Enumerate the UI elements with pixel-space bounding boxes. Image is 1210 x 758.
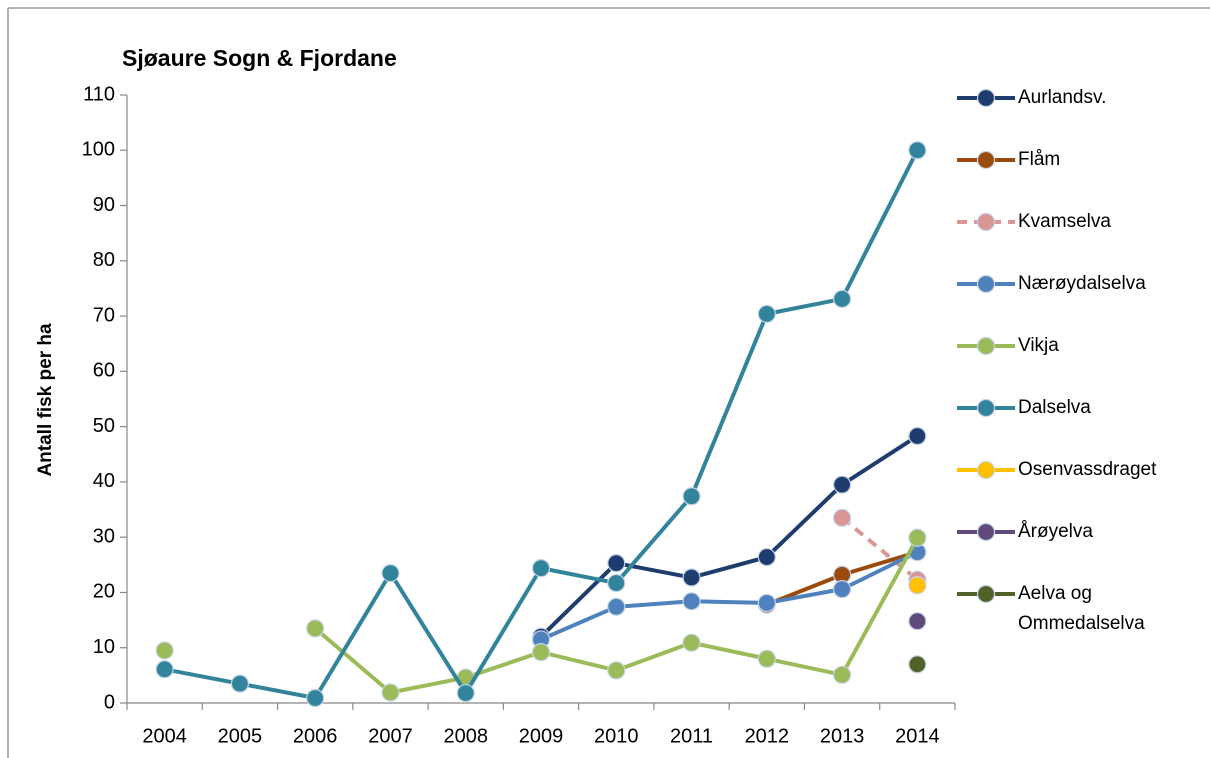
y-tick-label: 0 — [104, 691, 115, 713]
data-point — [230, 674, 250, 693]
data-point — [908, 528, 927, 547]
y-tick-label: 30 — [93, 525, 115, 547]
x-tick-label: 2010 — [594, 725, 639, 747]
legend-label: Osenvassdraget — [1018, 459, 1157, 480]
data-point — [832, 665, 852, 684]
legend-marker — [976, 336, 996, 356]
data-point — [908, 576, 927, 595]
x-tick-label: 2014 — [895, 725, 940, 747]
legend-marker — [976, 522, 996, 542]
y-tick-label: 90 — [93, 194, 115, 216]
chart-title: Sjøaure Sogn & Fjordane — [122, 45, 397, 71]
y-tick-label: 80 — [93, 249, 115, 271]
series-line — [164, 149, 920, 701]
data-point — [757, 649, 776, 668]
y-tick-label: 20 — [93, 581, 115, 603]
legend-label: Flåm — [1018, 149, 1061, 170]
legend-label: Aelva og Ommedalselva — [1018, 583, 1145, 634]
data-point — [832, 580, 852, 599]
y-tick-label: 60 — [93, 360, 115, 382]
data-point — [832, 289, 852, 309]
data-point — [908, 612, 927, 631]
data-point — [682, 633, 701, 652]
legend-label: Årøyelva — [1018, 521, 1093, 542]
x-tick-label: 2004 — [142, 725, 187, 747]
data-point — [456, 683, 475, 703]
legend-marker — [976, 212, 996, 232]
data-point — [607, 554, 626, 573]
legend-marker — [976, 274, 996, 294]
data-point — [531, 559, 551, 578]
legend-marker — [976, 460, 996, 480]
y-tick-label: 40 — [93, 470, 115, 492]
data-point — [155, 641, 174, 660]
data-point — [381, 564, 400, 583]
x-tick-label: 2011 — [670, 725, 713, 747]
legend-label: Nærøydalselva — [1018, 273, 1146, 294]
data-point — [832, 475, 852, 494]
data-point — [757, 593, 776, 613]
y-tick-label: 70 — [93, 304, 115, 326]
data-point — [682, 487, 701, 506]
legend-label: Kvamselva — [1018, 211, 1111, 232]
data-point — [908, 426, 927, 446]
x-tick-label: 2006 — [293, 725, 338, 747]
x-tick-label: 2012 — [745, 725, 790, 747]
legend-label: Dalselva — [1018, 397, 1091, 418]
y-tick-label: 10 — [93, 636, 115, 658]
legend-marker — [976, 88, 996, 108]
data-point — [682, 568, 701, 587]
y-tick-label: 100 — [82, 139, 115, 161]
data-point — [908, 141, 927, 160]
legend-marker — [976, 398, 996, 418]
data-point — [682, 592, 701, 611]
x-tick-label: 2009 — [519, 725, 564, 747]
x-tick-label: 2005 — [218, 725, 263, 747]
y-tick-label: 50 — [93, 415, 115, 437]
y-axis-label: Antall fisk per ha — [35, 323, 56, 477]
series-line — [540, 550, 919, 642]
data-point — [908, 655, 927, 674]
y-tick-label: 110 — [83, 83, 115, 105]
data-point — [607, 597, 626, 616]
series-line — [539, 434, 919, 639]
legend-marker — [976, 584, 996, 604]
data-point — [757, 547, 776, 567]
data-point — [155, 660, 174, 679]
data-point — [531, 643, 551, 662]
x-tick-label: 2007 — [368, 725, 413, 747]
data-point — [757, 304, 776, 323]
data-point — [832, 508, 852, 527]
data-point — [306, 688, 325, 708]
x-tick-label: 2013 — [820, 725, 865, 747]
x-tick-label: 2008 — [443, 725, 488, 747]
legend-label: Aurlandsv. — [1018, 87, 1107, 108]
data-point — [607, 573, 626, 593]
data-point — [607, 661, 626, 680]
legend-label: Vikja — [1018, 335, 1059, 356]
data-point — [381, 683, 400, 702]
data-point — [306, 619, 325, 638]
legend-marker — [976, 150, 996, 170]
